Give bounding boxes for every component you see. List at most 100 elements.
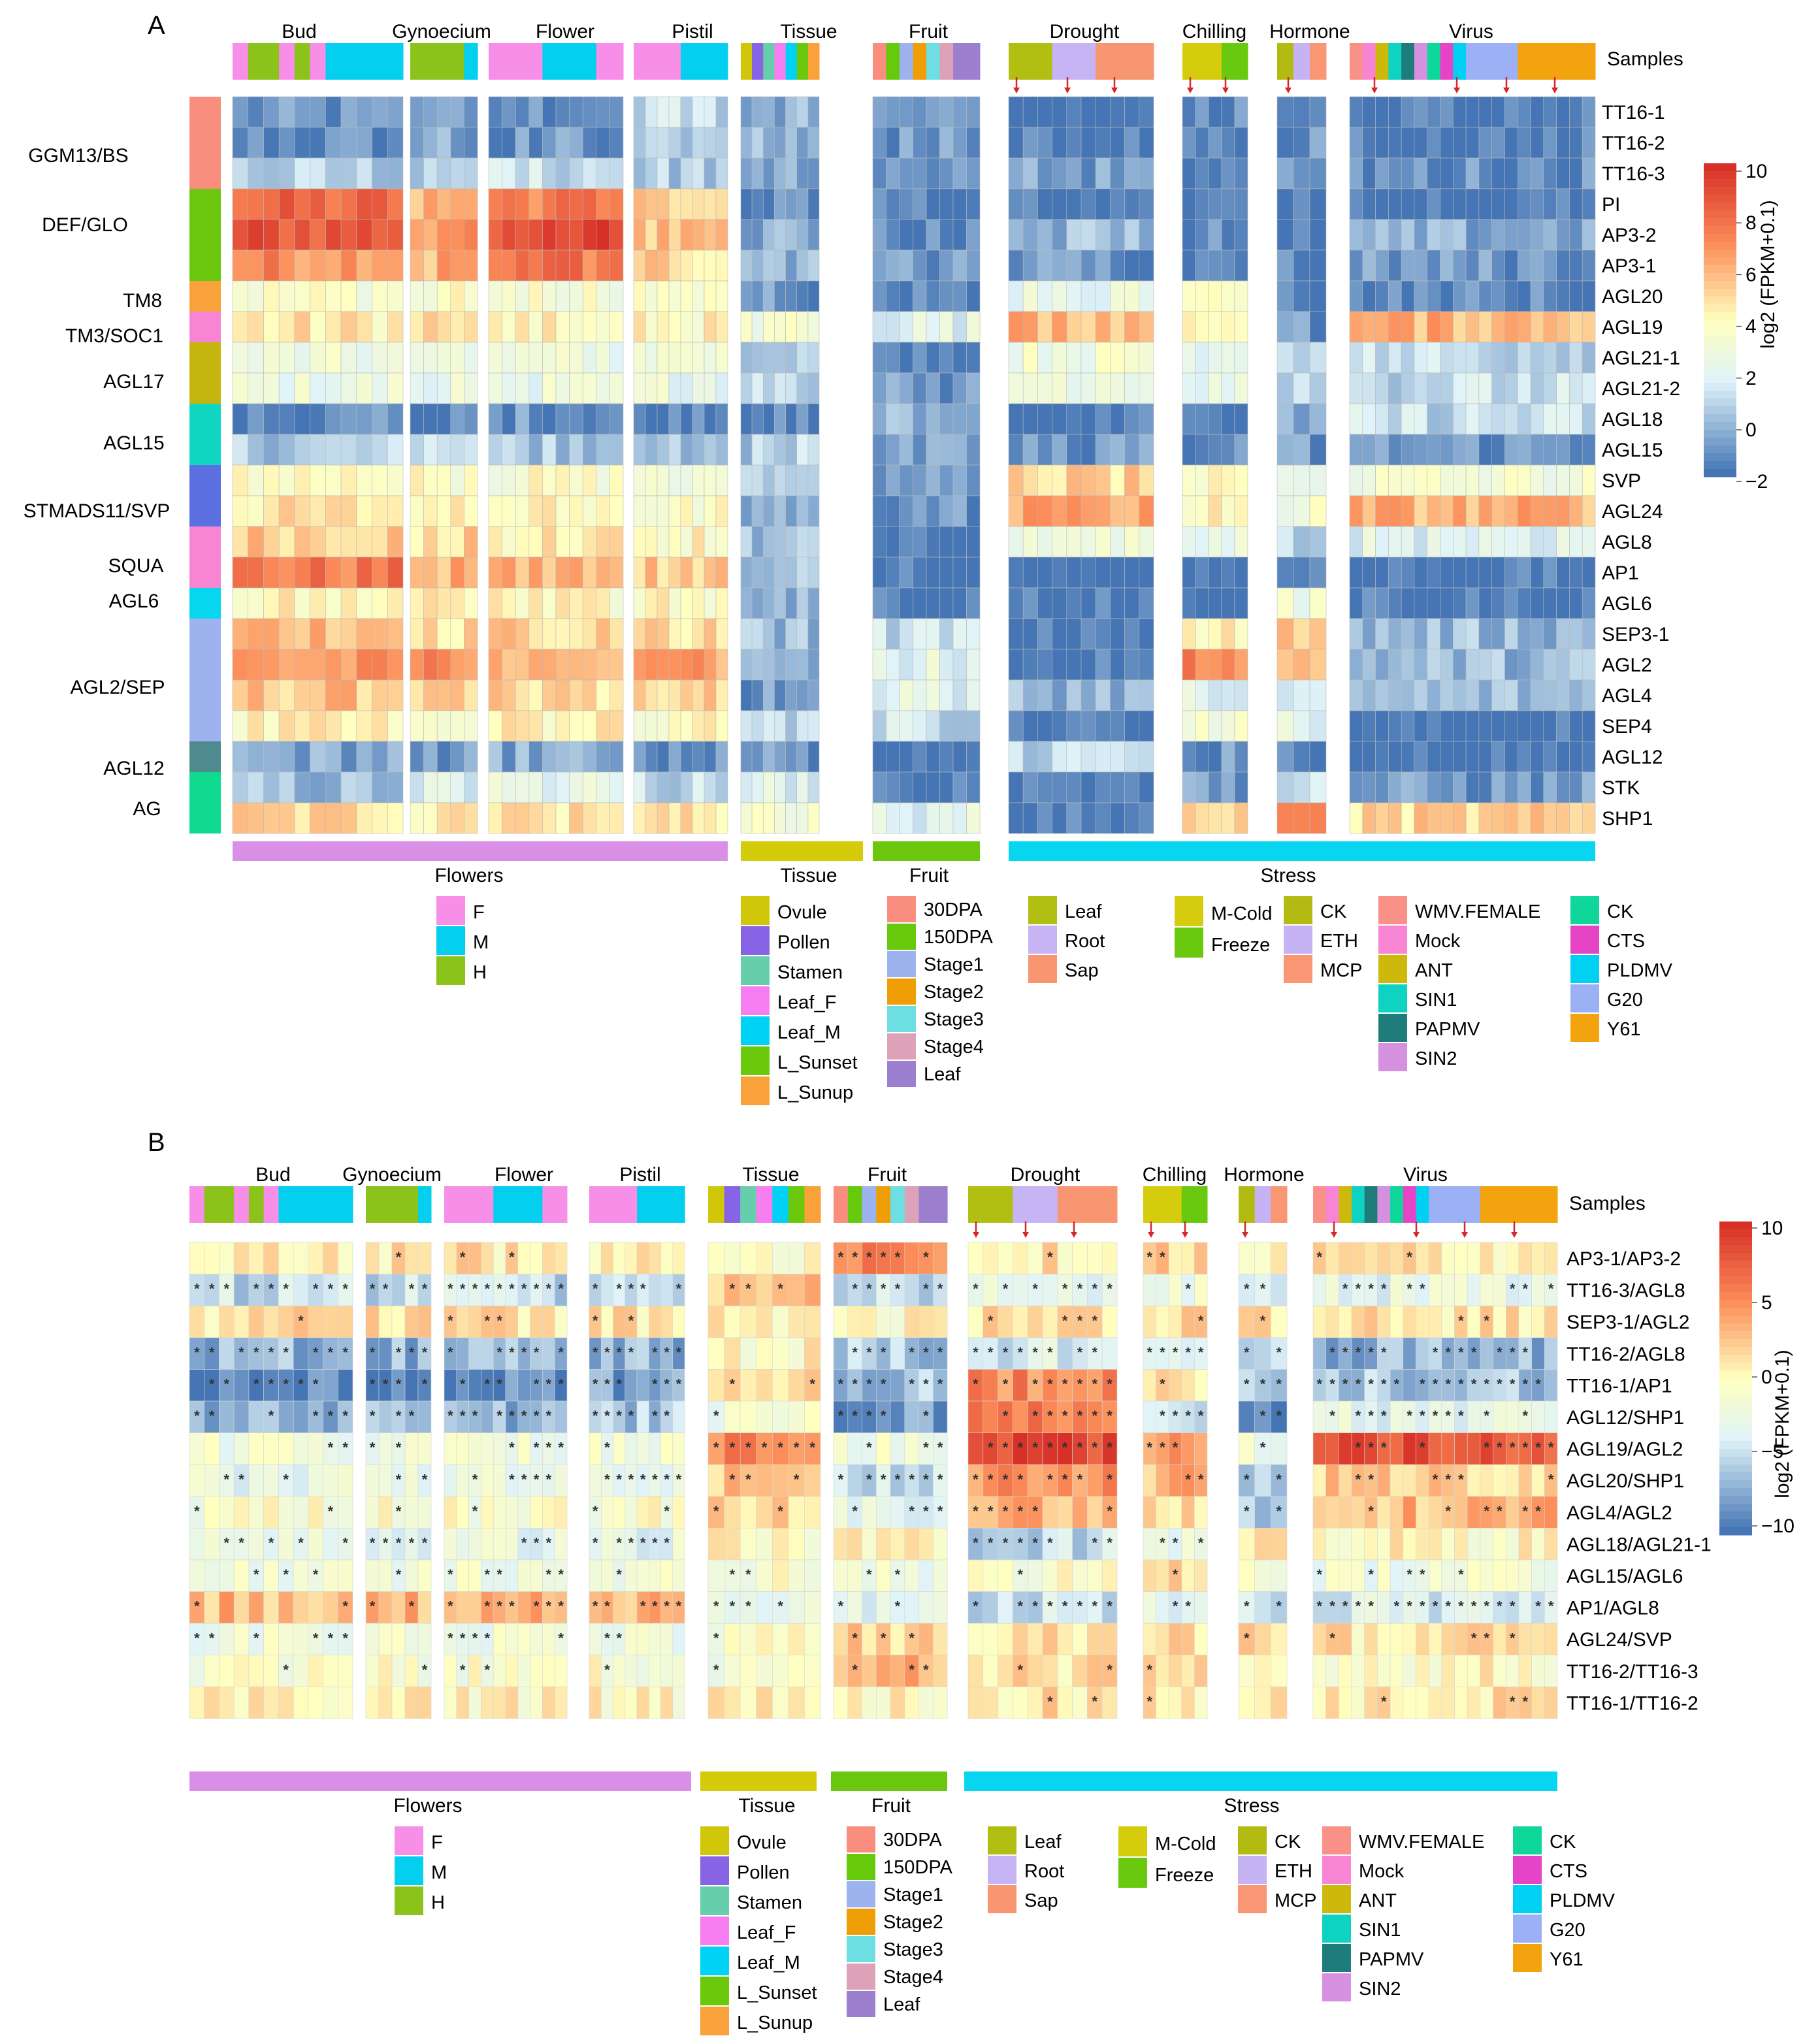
heat-cell [1110, 157, 1125, 189]
heat-cell [1569, 372, 1583, 404]
heat-cell [613, 1496, 626, 1528]
heat-cell [796, 96, 809, 128]
heat-cell [704, 157, 717, 189]
sample-annotation-cell [1182, 43, 1196, 80]
heat-cell [1504, 219, 1518, 251]
sample-annotation-cell [1453, 43, 1467, 80]
heat-cell [488, 679, 502, 711]
heat-cell [1478, 587, 1492, 619]
heat-cell [1110, 219, 1125, 251]
heat-cell [1276, 464, 1294, 496]
heat-cell [1375, 157, 1389, 189]
heat-cell [1582, 280, 1596, 312]
heat-cell [1124, 587, 1140, 619]
heat-cell [807, 342, 820, 374]
heat-cell [1110, 311, 1125, 343]
heat-cell [1309, 618, 1327, 650]
heat-cell [294, 618, 310, 650]
heat-cell [1375, 188, 1389, 220]
heat-cell [1124, 372, 1140, 404]
heat-cell [926, 219, 940, 251]
heat-cell [633, 311, 646, 343]
heat-cell [340, 649, 357, 681]
heat-cell [1139, 342, 1154, 374]
colorbar-step [1719, 1386, 1752, 1395]
row-label: AGL20 [1602, 286, 1663, 308]
sample-annotation-cell [596, 43, 610, 80]
heat-cell [1556, 618, 1570, 650]
significance-star: * [664, 1535, 670, 1551]
heat-cell [1087, 1464, 1103, 1497]
heat-cell [372, 741, 388, 773]
heat-cell [1325, 1528, 1339, 1561]
heat-cell [704, 618, 717, 650]
heat-cell [692, 434, 705, 466]
heat-cell [704, 587, 717, 619]
heat-cell [372, 495, 388, 527]
heat-cell [740, 679, 753, 711]
heat-cell [609, 434, 624, 466]
heat-cell [1181, 1432, 1195, 1465]
heat-cell [278, 1242, 294, 1274]
legend-swatch [847, 1964, 875, 1990]
arrow-head [1064, 88, 1071, 93]
significance-star: * [546, 1535, 552, 1551]
significance-star: * [652, 1598, 658, 1615]
heat-cell [704, 188, 717, 220]
heat-cell [633, 802, 646, 834]
legend-swatch [887, 896, 916, 922]
significance-star: * [534, 1471, 540, 1487]
significance-star: * [1185, 1281, 1191, 1297]
heat-cell [1414, 710, 1427, 742]
heat-cell [1569, 219, 1583, 251]
heat-cell [263, 1496, 279, 1528]
heat-cell [1544, 1337, 1558, 1370]
heat-cell [528, 679, 543, 711]
heat-cell [1518, 802, 1531, 834]
significance-star: * [923, 1344, 929, 1361]
significance-star: * [640, 1471, 646, 1487]
sample-annotation-cell [310, 43, 326, 80]
heat-cell [1139, 127, 1154, 159]
heat-cell [886, 741, 900, 773]
heat-cell [1478, 403, 1492, 435]
heat-cell [807, 464, 820, 496]
heat-cell [772, 1591, 789, 1624]
heat-cell [1544, 1400, 1558, 1433]
colorbar-step [1719, 1410, 1752, 1418]
category-bar-stress [964, 1771, 1557, 1791]
heat-cell [636, 1337, 649, 1370]
heat-cell [692, 679, 705, 711]
heat-cell [1401, 587, 1415, 619]
heat-cell [372, 587, 388, 619]
heat-cell [1066, 802, 1082, 834]
heat-cell [340, 464, 357, 496]
significance-star: * [209, 1281, 215, 1297]
colorbar-tick-label: 0 [1746, 419, 1757, 441]
heat-cell [1518, 250, 1531, 282]
heat-cell [444, 1528, 457, 1561]
heat-cell [1440, 802, 1454, 834]
heat-cell [1351, 1655, 1365, 1687]
heat-cell [668, 311, 681, 343]
heat-cell [1453, 526, 1467, 558]
heat-cell [657, 618, 670, 650]
heat-cell [967, 1623, 984, 1656]
row-label: SHP1 [1602, 808, 1653, 830]
heat-cell [1349, 157, 1363, 189]
heat-cell [707, 1274, 724, 1306]
heat-cell [278, 710, 295, 742]
heat-cell [1531, 1687, 1545, 1719]
heat-cell [1349, 741, 1363, 773]
colorbar-step [1719, 1253, 1752, 1261]
heat-cell [263, 741, 280, 773]
heat-cell [633, 280, 646, 312]
heat-cell [1531, 1242, 1545, 1274]
heat-cell [248, 1242, 264, 1274]
significance-star: * [852, 1281, 858, 1297]
heat-cell [1101, 1687, 1118, 1719]
sample-annotation-cell [1313, 1186, 1327, 1223]
heat-cell [417, 1400, 432, 1433]
heat-cell [833, 1305, 849, 1338]
colorbar-step [1719, 1378, 1752, 1387]
